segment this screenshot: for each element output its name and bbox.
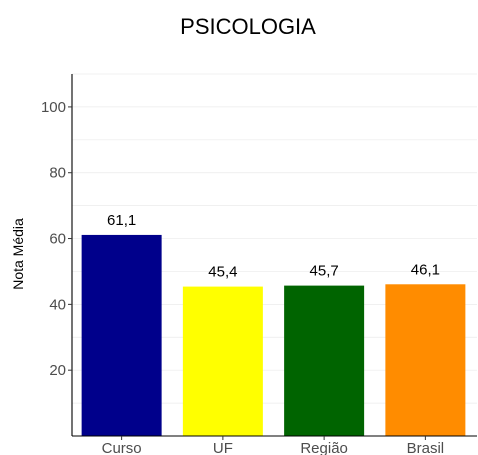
y-tick-label: 60 [49, 231, 66, 248]
bar-uf [182, 286, 263, 436]
bar-curso [81, 234, 162, 436]
y-tick-label: 100 [41, 99, 66, 116]
y-axis-label: Nota Média [10, 218, 26, 290]
bar-região [284, 285, 365, 436]
data-label: 45,7 [310, 263, 339, 280]
x-tick-label: Região [300, 440, 348, 455]
data-labels: 61,1 45,4 45,7 46,1 [107, 212, 440, 281]
x-tick-label: Curso [102, 440, 142, 455]
y-tick-label: 20 [49, 362, 66, 379]
data-label: 45,4 [208, 264, 237, 281]
y-tick-label: 40 [49, 296, 66, 313]
bar-brasil [385, 284, 466, 436]
y-ticks: 20 40 60 80 100 [41, 99, 72, 379]
x-tick-label: Brasil [407, 440, 445, 455]
x-tick-label: UF [213, 440, 233, 455]
y-tick-label: 80 [49, 165, 66, 182]
x-ticks: Curso UF Região Brasil [102, 436, 445, 455]
axes [71, 74, 477, 437]
bars [81, 234, 466, 436]
data-label: 61,1 [107, 212, 136, 229]
chart-title: PSICOLOGIA [180, 14, 316, 39]
data-label: 46,1 [411, 261, 440, 278]
